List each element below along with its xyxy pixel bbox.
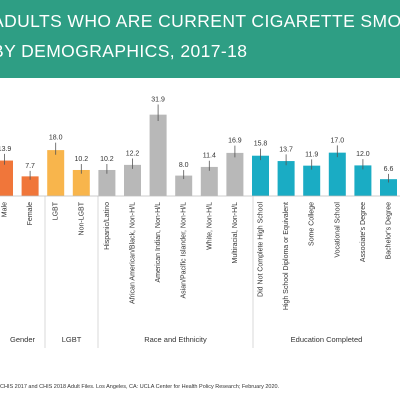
value-label: 15.8	[254, 141, 268, 148]
category-label: Some College	[309, 202, 316, 246]
group-label: LGBT	[62, 335, 82, 344]
category-label: LGBT	[53, 201, 60, 220]
value-label: 13.9	[0, 146, 11, 153]
bar	[175, 175, 193, 196]
category-label: High School Diploma or Equivalent	[283, 202, 290, 310]
bar	[0, 160, 13, 196]
category-label: Did Not Complete High School	[258, 202, 265, 297]
category-label: Male	[2, 202, 9, 217]
group-label: Race and Ethnicity	[144, 335, 207, 344]
title-line-1: ADULTS WHO ARE CURRENT CIGARETTE SMO	[0, 11, 400, 31]
bar	[124, 164, 141, 196]
value-label: 13.7	[279, 146, 293, 153]
category-label: American Indian, Non-H/L	[155, 202, 162, 283]
category-label: Associate's Degree	[360, 202, 367, 262]
category-label: Bachelor's Degree	[386, 202, 393, 259]
bar-chart: 13.9 Male 7.7 Female Gender 18.0 LGBT 10.2 Non-L…	[0, 97, 400, 348]
bar	[149, 114, 167, 196]
bar	[354, 165, 372, 196]
title-line-2: BY DEMOGRAPHICS, 2017-18	[0, 41, 248, 61]
category-label: Asian/Pacific Islander, Non-H/L	[181, 202, 188, 299]
bar	[303, 165, 321, 196]
bar	[277, 161, 295, 196]
value-label: 18.0	[49, 135, 63, 142]
category-label: African American/Black, Non-H/L	[130, 202, 137, 304]
category-label: Hispanic/Latino	[104, 202, 111, 250]
bar	[47, 150, 65, 196]
source-note: CHIS 2017 and CHIS 2018 Adult Files. Los…	[0, 384, 280, 390]
bar	[21, 176, 39, 196]
bar	[98, 169, 116, 196]
value-label: 7.7	[25, 163, 35, 170]
bar	[252, 155, 269, 196]
category-label: Female	[27, 202, 34, 225]
bar	[328, 152, 346, 196]
bar	[226, 152, 244, 196]
title-banner: ADULTS WHO ARE CURRENT CIGARETTE SMO BY …	[0, 0, 400, 78]
category-label: White, Non-H/L	[206, 202, 213, 250]
group-label: Education Completed	[291, 335, 363, 344]
value-label: 12.2	[126, 151, 140, 158]
value-label: 6.6	[384, 166, 394, 173]
value-label: 10.2	[100, 156, 114, 163]
value-label: 31.9	[151, 97, 165, 104]
group-label: Gender	[10, 335, 36, 344]
value-label: 10.2	[74, 156, 88, 163]
value-label: 17.0	[330, 137, 344, 144]
value-label: 11.4	[203, 153, 216, 160]
bar	[72, 169, 90, 196]
category-label: Vocational School	[334, 202, 341, 258]
value-label: 12.0	[356, 151, 370, 158]
slide-title: ADULTS WHO ARE CURRENT CIGARETTE SMO BY …	[0, 6, 400, 66]
category-label: Multiracial, Non-H/L	[232, 202, 239, 264]
value-label: 16.9	[228, 138, 242, 145]
bar	[200, 166, 218, 196]
value-label: 11.9	[305, 151, 318, 158]
bar	[380, 179, 397, 196]
category-label: Non-LGBT	[78, 201, 85, 235]
value-label: 8.0	[179, 162, 189, 169]
